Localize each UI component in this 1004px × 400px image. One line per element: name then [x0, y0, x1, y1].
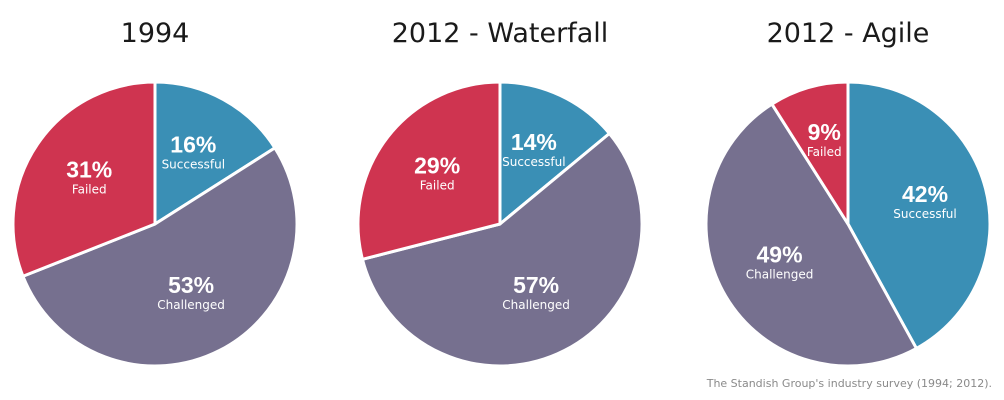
slice-value-label: 14% — [511, 129, 557, 155]
slice-category-label: Successful — [162, 157, 225, 171]
slice-value-label: 57% — [513, 272, 559, 298]
pie-slice-successful — [153, 80, 277, 226]
slice-value-label: 53% — [168, 272, 214, 298]
slice-category-label: Failed — [72, 182, 107, 196]
pie-slice-failed — [770, 80, 850, 226]
slice-value-label: 31% — [66, 156, 112, 182]
slice-value-label: 9% — [808, 119, 841, 145]
slice-value-label: 16% — [170, 131, 216, 157]
pie-chart-2012-agile: 2012 - Agile 42%Successful 49%Challenged 9… — [704, 18, 992, 368]
source-note: The Standish Group's industry survey (19… — [706, 377, 992, 390]
pie-slice-successful — [846, 80, 992, 350]
chart-title: 2012 - Agile — [767, 18, 930, 49]
slice-category-label: Failed — [807, 145, 842, 159]
slice-category-label: Challenged — [502, 298, 570, 312]
pie-slice-challenged — [21, 146, 299, 368]
pie-slice-failed — [356, 80, 502, 261]
pie-slice-challenged — [704, 102, 918, 368]
slice-category-label: Failed — [420, 178, 455, 192]
slice-category-label: Challenged — [157, 298, 225, 312]
slice-category-label: Successful — [502, 155, 565, 169]
pie-slice-challenged — [360, 131, 644, 368]
pie-chart-2012-waterfall: 2012 - Waterfall 14%Successful 57%Challen… — [356, 18, 644, 368]
slice-value-label: 42% — [902, 181, 948, 207]
chart-title: 1994 — [121, 18, 190, 49]
slice-category-label: Successful — [893, 207, 956, 221]
pie-chart-1994: 1994 16%Successful 53%Challenged 31%Failed — [11, 18, 299, 368]
slice-value-label: 29% — [414, 152, 460, 178]
pie-slice-successful — [498, 80, 611, 226]
pie-slice-failed — [11, 80, 157, 278]
chart-title: 2012 - Waterfall — [392, 18, 609, 49]
slice-value-label: 49% — [757, 241, 803, 267]
slice-category-label: Challenged — [746, 267, 814, 281]
